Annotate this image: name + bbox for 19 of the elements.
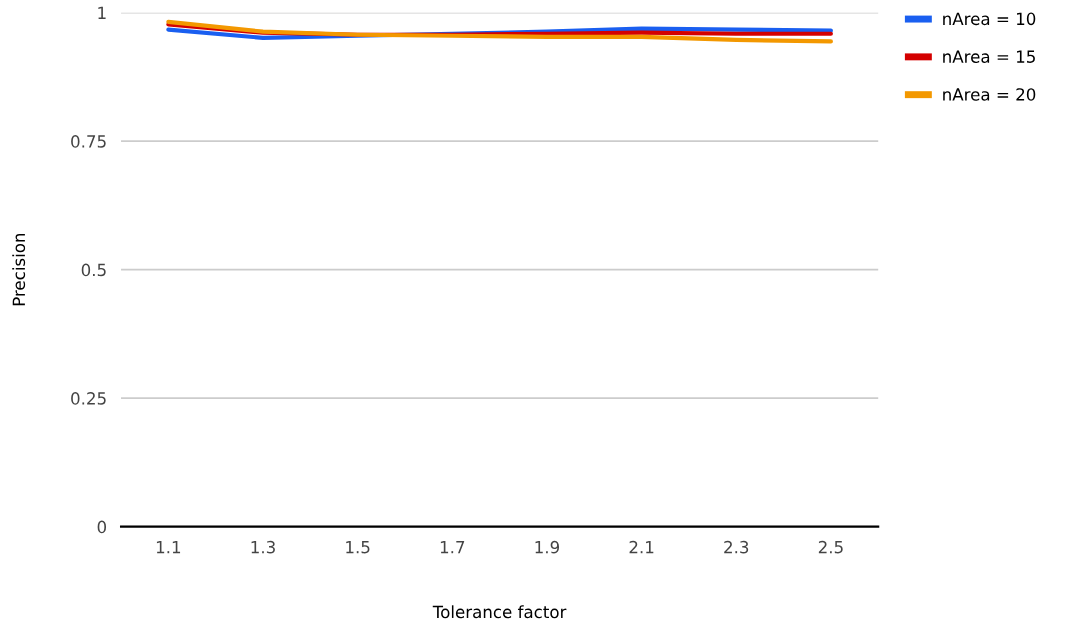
x-tick-label: 2.3 (724, 540, 749, 554)
y-tick-label: 0.5 (81, 263, 106, 277)
x-tick-label: 1.5 (346, 541, 370, 554)
y-tick-label: 0.75 (71, 135, 106, 148)
legend-label: nArea = 20 (943, 88, 1036, 101)
y-tick-label: 0 (97, 520, 107, 534)
line-series (166, 19, 833, 44)
x-axis-title: Tolerance factor (432, 605, 567, 619)
legend-label: nArea = 15 (943, 50, 1035, 63)
x-tick-label: 1.3 (251, 540, 275, 554)
x-tick-label: 1.9 (535, 540, 560, 554)
legend-label: nArea = 10 (943, 12, 1036, 26)
x-tick-label: 1.7 (440, 541, 465, 554)
x-tick-label: 2.5 (818, 540, 843, 554)
y-tick-label: 0.25 (71, 392, 106, 405)
y-tick-label: 1 (98, 6, 106, 19)
y-axis-title: Precision (12, 233, 26, 306)
x-tick-label: 2.1 (629, 540, 654, 554)
x-tick-label: 1.1 (156, 541, 181, 554)
